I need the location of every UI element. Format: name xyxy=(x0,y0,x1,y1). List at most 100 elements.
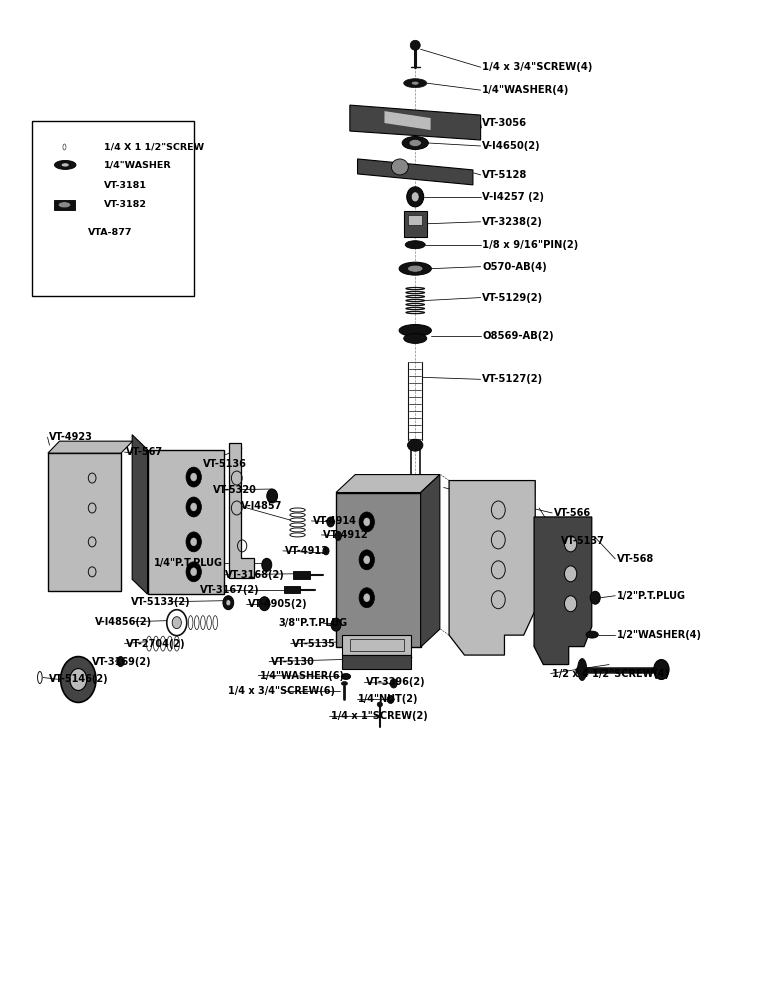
Text: VT-5320: VT-5320 xyxy=(213,485,257,495)
Ellipse shape xyxy=(390,679,397,688)
Ellipse shape xyxy=(191,473,197,481)
FancyBboxPatch shape xyxy=(32,121,194,296)
Ellipse shape xyxy=(117,657,124,667)
Polygon shape xyxy=(48,441,133,453)
Ellipse shape xyxy=(591,591,600,604)
Polygon shape xyxy=(449,481,535,655)
Ellipse shape xyxy=(378,702,383,707)
Text: VT-3056: VT-3056 xyxy=(482,118,527,128)
Text: VT-5128: VT-5128 xyxy=(482,170,527,180)
Text: 1/4 x 1"SCREW(2): 1/4 x 1"SCREW(2) xyxy=(330,711,428,721)
Bar xyxy=(54,200,75,210)
Ellipse shape xyxy=(259,597,270,611)
Text: 3/8"P.T.PLUG: 3/8"P.T.PLUG xyxy=(279,618,347,628)
Text: VT-566: VT-566 xyxy=(554,508,591,518)
Polygon shape xyxy=(534,517,592,665)
Polygon shape xyxy=(132,435,147,594)
Bar xyxy=(350,639,404,651)
Ellipse shape xyxy=(411,81,419,85)
Text: VT-5130: VT-5130 xyxy=(271,657,314,667)
Text: 1/4 x 3/4"SCREW(6): 1/4 x 3/4"SCREW(6) xyxy=(228,686,334,696)
Ellipse shape xyxy=(364,594,370,602)
Ellipse shape xyxy=(341,674,350,680)
Ellipse shape xyxy=(407,187,424,207)
Ellipse shape xyxy=(262,558,272,571)
Ellipse shape xyxy=(226,600,231,606)
Text: V-I4856(2): V-I4856(2) xyxy=(95,617,152,627)
Ellipse shape xyxy=(267,489,278,503)
Ellipse shape xyxy=(359,512,374,532)
Ellipse shape xyxy=(402,137,428,149)
Polygon shape xyxy=(229,443,254,578)
Text: VT-5133(2): VT-5133(2) xyxy=(130,597,190,607)
Ellipse shape xyxy=(577,659,587,680)
Ellipse shape xyxy=(323,547,329,555)
Text: VT-5127(2): VT-5127(2) xyxy=(482,374,543,384)
Ellipse shape xyxy=(186,497,201,517)
Text: VT-4914: VT-4914 xyxy=(313,516,357,526)
Ellipse shape xyxy=(191,503,197,511)
Ellipse shape xyxy=(186,532,201,552)
Polygon shape xyxy=(357,159,473,185)
Ellipse shape xyxy=(55,160,76,169)
Ellipse shape xyxy=(586,631,598,638)
Text: VT-3169(2): VT-3169(2) xyxy=(92,657,152,667)
Text: VT-4913: VT-4913 xyxy=(284,546,328,556)
Text: VT-5129(2): VT-5129(2) xyxy=(482,293,543,303)
Ellipse shape xyxy=(191,568,197,576)
Ellipse shape xyxy=(223,596,234,610)
Text: O8569-AB(2): O8569-AB(2) xyxy=(482,331,554,341)
Polygon shape xyxy=(350,105,481,140)
Text: VT-568: VT-568 xyxy=(617,554,654,564)
Ellipse shape xyxy=(391,159,408,175)
Polygon shape xyxy=(336,475,440,493)
Text: 1/2"WASHER(4): 1/2"WASHER(4) xyxy=(617,630,702,640)
Ellipse shape xyxy=(399,324,432,336)
Ellipse shape xyxy=(399,262,432,275)
Text: VT-3238(2): VT-3238(2) xyxy=(482,217,543,227)
Ellipse shape xyxy=(364,518,370,526)
Ellipse shape xyxy=(331,618,341,631)
Text: VT-5135: VT-5135 xyxy=(292,639,336,649)
Text: VT-2704(2): VT-2704(2) xyxy=(126,639,185,649)
Text: VT-4923: VT-4923 xyxy=(49,432,93,442)
Ellipse shape xyxy=(408,265,423,272)
Text: VT-567: VT-567 xyxy=(126,447,163,457)
Text: VT-3167(2): VT-3167(2) xyxy=(200,585,259,595)
Bar xyxy=(342,655,411,669)
Text: VT-5137: VT-5137 xyxy=(561,536,605,546)
Polygon shape xyxy=(421,475,440,647)
Bar xyxy=(404,211,427,237)
Bar xyxy=(293,571,310,579)
Text: 1/4"WASHER: 1/4"WASHER xyxy=(103,160,171,169)
Text: VT 4912: VT 4912 xyxy=(323,530,367,540)
Ellipse shape xyxy=(564,596,577,612)
Bar xyxy=(48,453,121,591)
Ellipse shape xyxy=(564,566,577,582)
Ellipse shape xyxy=(59,202,70,208)
Text: 1/4"NUT(2): 1/4"NUT(2) xyxy=(358,694,418,704)
Ellipse shape xyxy=(69,669,86,690)
Ellipse shape xyxy=(359,588,374,608)
Ellipse shape xyxy=(62,163,69,167)
Text: O570-AB(4): O570-AB(4) xyxy=(482,262,547,272)
Ellipse shape xyxy=(172,617,181,629)
Text: V-I4650(2): V-I4650(2) xyxy=(482,141,540,151)
Ellipse shape xyxy=(327,517,334,527)
Text: 1/8 x 9/16"PIN(2): 1/8 x 9/16"PIN(2) xyxy=(482,240,578,250)
Bar xyxy=(284,586,300,593)
Ellipse shape xyxy=(186,467,201,487)
Ellipse shape xyxy=(410,40,420,50)
Text: 1/4"P.T.PLUG: 1/4"P.T.PLUG xyxy=(154,558,222,568)
Ellipse shape xyxy=(405,241,425,249)
Ellipse shape xyxy=(404,79,427,88)
Ellipse shape xyxy=(359,550,374,570)
Text: 1/2"P.T.PLUG: 1/2"P.T.PLUG xyxy=(617,591,686,601)
Text: VTA-877: VTA-877 xyxy=(87,228,132,237)
Text: 1/4 x 3/4"SCREW(4): 1/4 x 3/4"SCREW(4) xyxy=(482,62,593,72)
Ellipse shape xyxy=(654,660,669,680)
Text: VT-3396(2): VT-3396(2) xyxy=(366,677,425,687)
Ellipse shape xyxy=(387,695,394,703)
Ellipse shape xyxy=(409,140,422,146)
Ellipse shape xyxy=(404,333,427,343)
